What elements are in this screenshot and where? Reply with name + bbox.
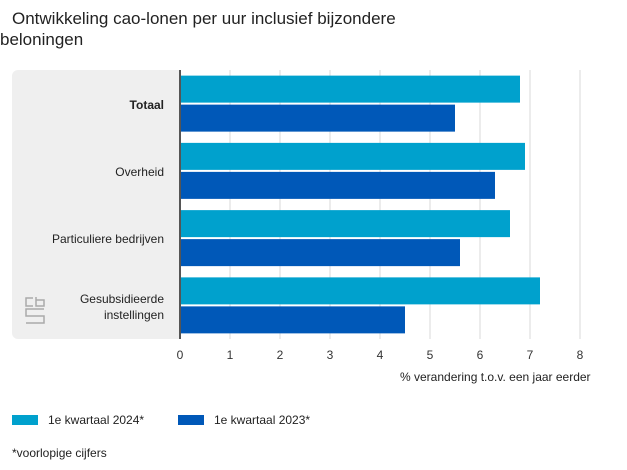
x-tick-label: 5 (427, 348, 434, 362)
category-label: Totaal (129, 98, 164, 112)
x-tick-label: 3 (327, 348, 334, 362)
category-label: Overheid (115, 165, 164, 179)
x-tick-label: 1 (227, 348, 234, 362)
x-tick-label: 0 (177, 348, 184, 362)
x-tick-label: 8 (577, 348, 584, 362)
x-tick-label: 6 (477, 348, 484, 362)
bar (180, 277, 540, 305)
bar (180, 104, 455, 132)
legend-swatch-2023 (178, 415, 204, 425)
bar (180, 142, 525, 170)
x-axis-title: % verandering t.o.v. een jaar eerder (400, 370, 591, 384)
bar (180, 306, 405, 334)
category-label: Gesubsidieerde instellingen (14, 291, 164, 323)
legend-label-2023: 1e kwartaal 2023* (214, 413, 311, 427)
bar (180, 239, 460, 267)
cbs-logo-icon (25, 297, 45, 324)
x-tick-label: 2 (277, 348, 284, 362)
bar (180, 210, 510, 238)
bar (180, 171, 495, 199)
title-line-1: Ontwikkeling cao-lonen per uur inclusief… (12, 9, 396, 28)
x-tick-label: 7 (527, 348, 534, 362)
chart-title: Ontwikkeling cao-lonen per uur inclusief… (0, 8, 420, 50)
title-line-2: beloningen (0, 30, 84, 49)
category-label-text: Gesubsidieerde instellingen (79, 292, 164, 322)
bar (180, 75, 520, 103)
footnote: *voorlopige cijfers (12, 446, 107, 460)
legend-swatch-2024 (12, 415, 38, 425)
category-label: Particuliere bedrijven (51, 232, 164, 246)
category-panel (12, 70, 180, 339)
legend-label-2024: 1e kwartaal 2024* (48, 413, 145, 427)
x-tick-label: 4 (377, 348, 384, 362)
